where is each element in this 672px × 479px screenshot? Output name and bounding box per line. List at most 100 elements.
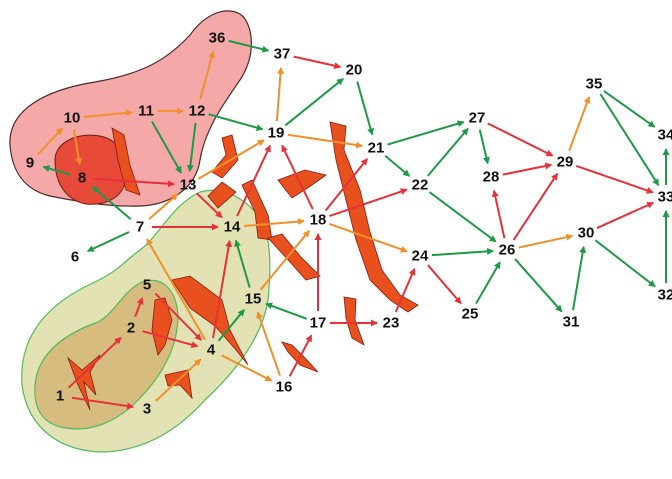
edge-30-33 — [596, 201, 655, 229]
edge-7-6 — [86, 231, 130, 253]
node-4: 4 — [207, 342, 216, 359]
edge-1-2 — [67, 336, 122, 389]
node-35: 35 — [586, 76, 603, 93]
edge-29-33 — [576, 164, 654, 194]
edge-18-21 — [324, 158, 368, 212]
edge-19-37 — [275, 66, 284, 122]
edge-16-17 — [288, 334, 313, 377]
edge-12-36 — [199, 50, 216, 100]
edge-3-4 — [155, 358, 202, 402]
barrier — [171, 275, 249, 366]
edge-25-26 — [475, 261, 501, 305]
edge-21-22 — [384, 154, 411, 177]
edge-7-8 — [91, 186, 132, 221]
node-37: 37 — [274, 46, 291, 63]
edge-29-35 — [568, 96, 591, 152]
edge-5-4 — [154, 292, 202, 341]
edge-18-19 — [281, 144, 314, 210]
region-olive — [34, 279, 179, 430]
edge-27-28 — [478, 129, 490, 165]
node-1: 1 — [56, 388, 64, 405]
node-33: 33 — [658, 189, 672, 206]
edge-31-30 — [572, 245, 587, 311]
node-17: 17 — [310, 315, 327, 332]
node-19: 19 — [268, 125, 285, 142]
edge-20-21 — [356, 81, 374, 136]
node-26: 26 — [499, 242, 516, 259]
edge-15-14 — [234, 239, 251, 288]
edge-13-19 — [197, 139, 265, 180]
edge-26-29 — [512, 172, 559, 241]
node-9: 9 — [26, 155, 34, 172]
edge-35-34 — [603, 90, 656, 128]
edge-26-28 — [491, 189, 506, 239]
node-7: 7 — [136, 219, 144, 236]
edge-17-15 — [265, 302, 308, 320]
barrier — [207, 181, 237, 209]
edge-28-29 — [502, 162, 553, 176]
edges — [37, 39, 670, 410]
edge-11-13 — [151, 120, 182, 174]
edge-13-14 — [195, 192, 223, 219]
node-5: 5 — [143, 277, 151, 294]
barrier — [111, 127, 141, 196]
edge-36-37 — [228, 39, 270, 53]
barrier — [267, 233, 321, 281]
node-8: 8 — [78, 170, 86, 187]
edge-4-14 — [212, 239, 233, 339]
edge-2-5 — [134, 297, 144, 318]
node-36: 36 — [209, 30, 226, 47]
edge-19-21 — [287, 133, 364, 149]
node-34: 34 — [658, 127, 672, 144]
node-31: 31 — [563, 314, 580, 331]
node-2: 2 — [127, 320, 135, 337]
edge-23-24 — [394, 267, 416, 313]
edge-26-31 — [514, 258, 563, 313]
node-11: 11 — [138, 103, 154, 120]
edge-18-22 — [329, 188, 408, 218]
node-13: 13 — [180, 177, 197, 194]
barrier — [343, 296, 365, 346]
node-6: 6 — [71, 249, 79, 266]
node-23: 23 — [383, 315, 400, 332]
edge-19-20 — [284, 78, 344, 127]
edge-21-27 — [387, 120, 465, 146]
edge-8-13 — [93, 177, 176, 188]
edge-4-7 — [146, 238, 206, 341]
node-32: 32 — [658, 287, 672, 304]
edge-37-20 — [293, 55, 342, 70]
barrier — [277, 169, 327, 199]
node-29: 29 — [557, 154, 574, 171]
node-20: 20 — [346, 62, 363, 79]
edge-9-10 — [37, 127, 64, 155]
barrier — [164, 369, 193, 400]
node-25: 25 — [462, 306, 479, 323]
node-10: 10 — [64, 110, 81, 127]
edge-26-30 — [518, 233, 574, 249]
node-12: 12 — [189, 103, 206, 120]
edge-30-32 — [594, 239, 656, 288]
edge-14-19 — [236, 144, 271, 217]
edge-7-13 — [148, 193, 179, 220]
edge-1-3 — [71, 396, 135, 410]
barrier — [211, 134, 239, 179]
node-3: 3 — [143, 401, 151, 418]
node-16: 16 — [276, 379, 293, 396]
edge-24-25 — [427, 264, 462, 305]
edge-4-16 — [221, 354, 273, 382]
edge-14-18 — [243, 218, 306, 228]
node-24: 24 — [412, 248, 429, 265]
edge-22-27 — [427, 127, 469, 177]
barrier — [329, 121, 419, 313]
edge-12-13 — [186, 122, 197, 173]
barrier — [67, 354, 101, 411]
barrier — [151, 297, 173, 356]
edge-15-18 — [259, 230, 310, 291]
node-22: 22 — [412, 177, 429, 194]
node-14: 14 — [224, 219, 241, 236]
edge-10-8 — [72, 129, 83, 166]
node-28: 28 — [483, 169, 500, 186]
edge-10-11 — [83, 109, 134, 118]
